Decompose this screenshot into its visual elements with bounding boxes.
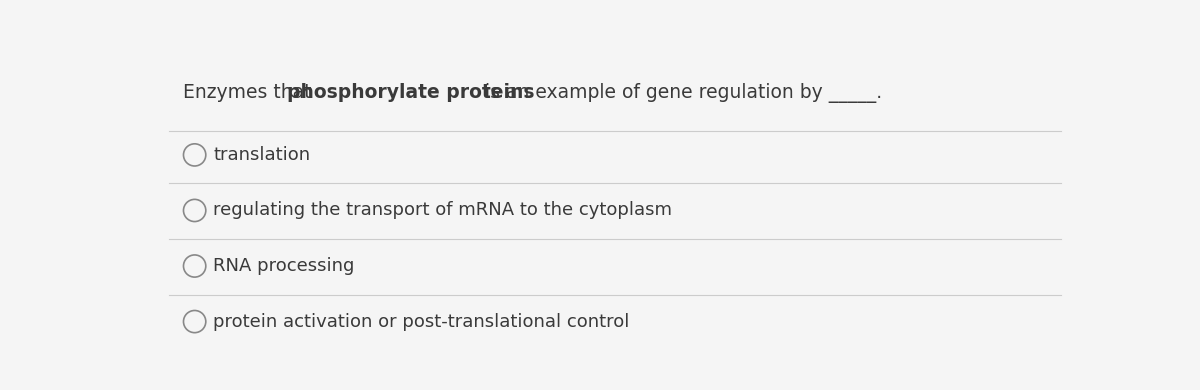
Text: Enzymes that: Enzymes that [182,83,317,102]
Text: RNA processing: RNA processing [214,257,355,275]
Text: translation: translation [214,146,311,164]
Text: is an example of gene regulation by _____.: is an example of gene regulation by ____… [479,83,882,103]
Text: protein activation or post-translational control: protein activation or post-translational… [214,312,630,331]
Text: regulating the transport of mRNA to the cytoplasm: regulating the transport of mRNA to the … [214,202,672,220]
Text: phosphorylate proteins: phosphorylate proteins [287,83,534,102]
